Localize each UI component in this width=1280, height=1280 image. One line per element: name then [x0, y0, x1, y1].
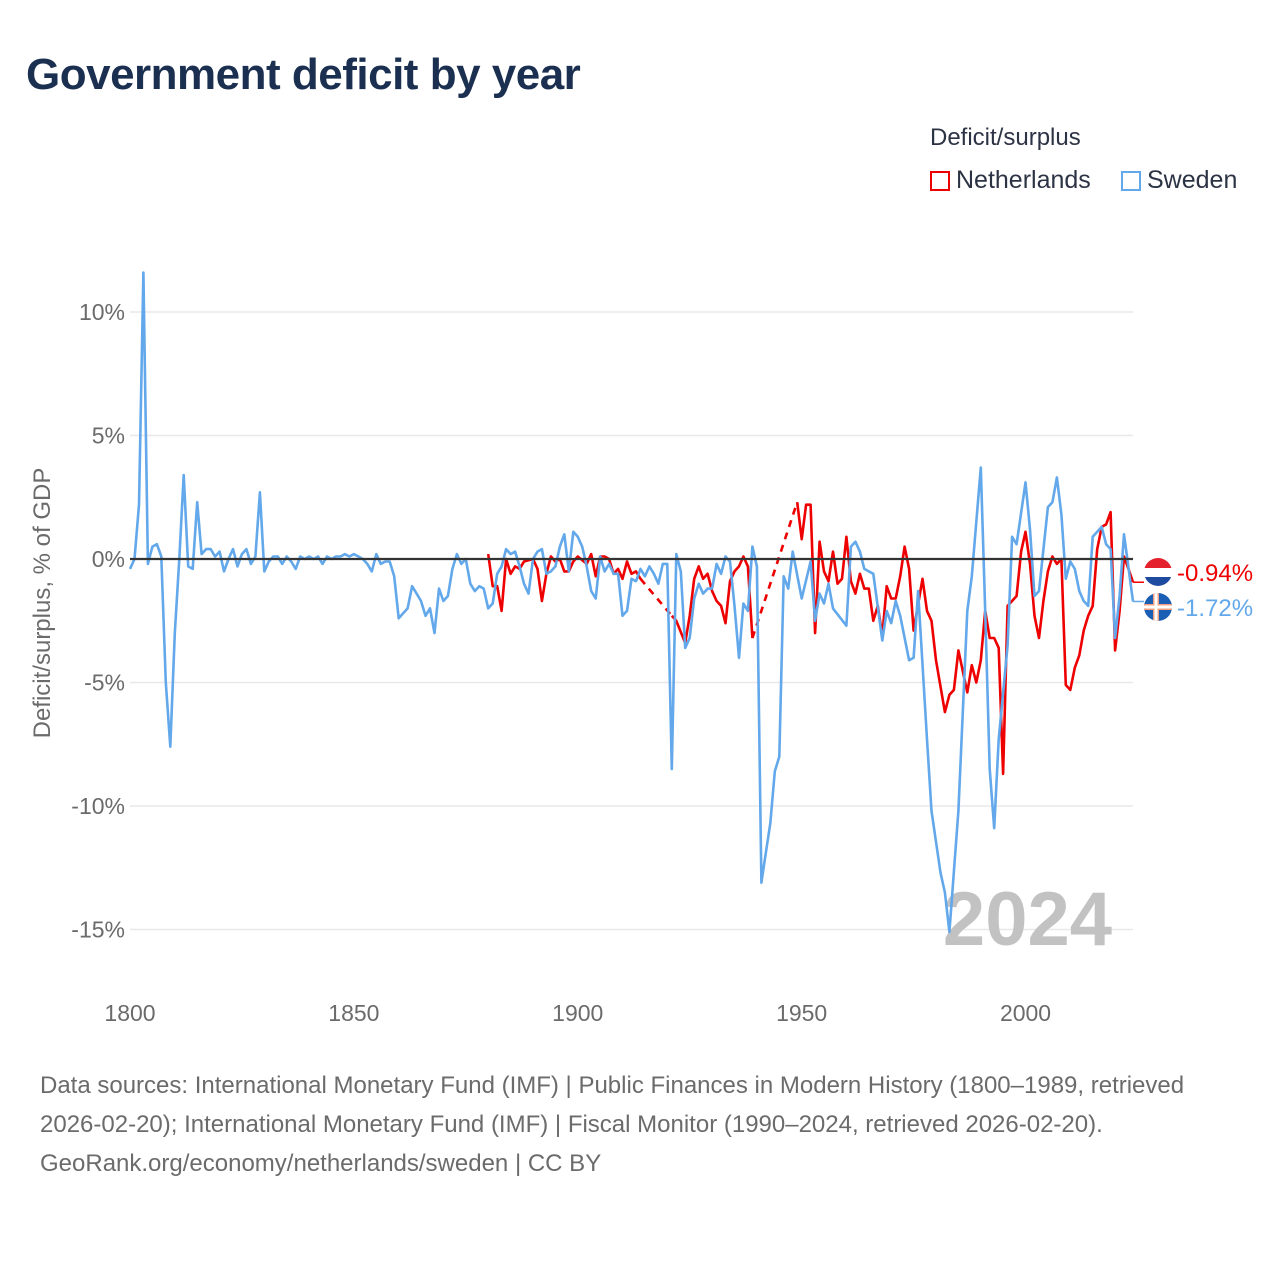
x-tick-label: 2000 — [1000, 1000, 1051, 1026]
x-tick-label: 1850 — [328, 1000, 379, 1026]
y-tick-label: 5% — [92, 423, 125, 449]
y-tick-label: 10% — [79, 299, 125, 325]
y-tick-label: -10% — [71, 793, 125, 819]
legend-label: Netherlands — [956, 166, 1091, 194]
sweden-swatch — [1121, 170, 1141, 191]
footer: Data sources: International Monetary Fun… — [40, 1066, 1250, 1183]
legend-item-sweden[interactable]: Sweden — [1121, 166, 1237, 195]
x-tick-label: 1900 — [552, 1000, 603, 1026]
y-axis-label: Deficit/surplus, % of GDP — [29, 468, 56, 739]
netherlands-gap-line — [751, 501, 799, 639]
x-tick-label: 1800 — [104, 1000, 155, 1026]
netherlands-line — [670, 555, 754, 645]
data-sources: Data sources: International Monetary Fun… — [40, 1072, 1185, 1138]
credit-link[interactable]: GeoRank.org/economy/netherlands/sweden |… — [40, 1150, 602, 1177]
sweden-line — [128, 271, 1135, 934]
netherlands-swatch — [930, 170, 950, 191]
year-watermark: 2024 — [943, 877, 1112, 962]
y-tick-label: -5% — [84, 670, 125, 696]
y-tick-label: 0% — [92, 546, 125, 572]
legend-label: Sweden — [1147, 166, 1238, 194]
line-chart: 10% 5% 0% -5% -10% -15% 1800 1850 1900 1950 2000 2… — [29, 271, 1253, 1026]
sweden-end-label: -1.72% — [1177, 595, 1253, 622]
legend-title: Deficit/surplus — [930, 124, 1081, 151]
netherlands-end-label: -0.94% — [1177, 560, 1253, 587]
sweden-flag-icon — [1144, 593, 1172, 621]
netherlands-flag-icon — [1144, 558, 1172, 586]
netherlands-gap-line — [639, 577, 673, 617]
chart-title: Government deficit by year — [26, 50, 581, 99]
netherlands-line — [486, 552, 642, 613]
x-tick-label: 1950 — [776, 1000, 827, 1026]
legend-item-netherlands[interactable]: Netherlands — [930, 166, 1091, 195]
y-tick-label: -15% — [71, 917, 125, 943]
